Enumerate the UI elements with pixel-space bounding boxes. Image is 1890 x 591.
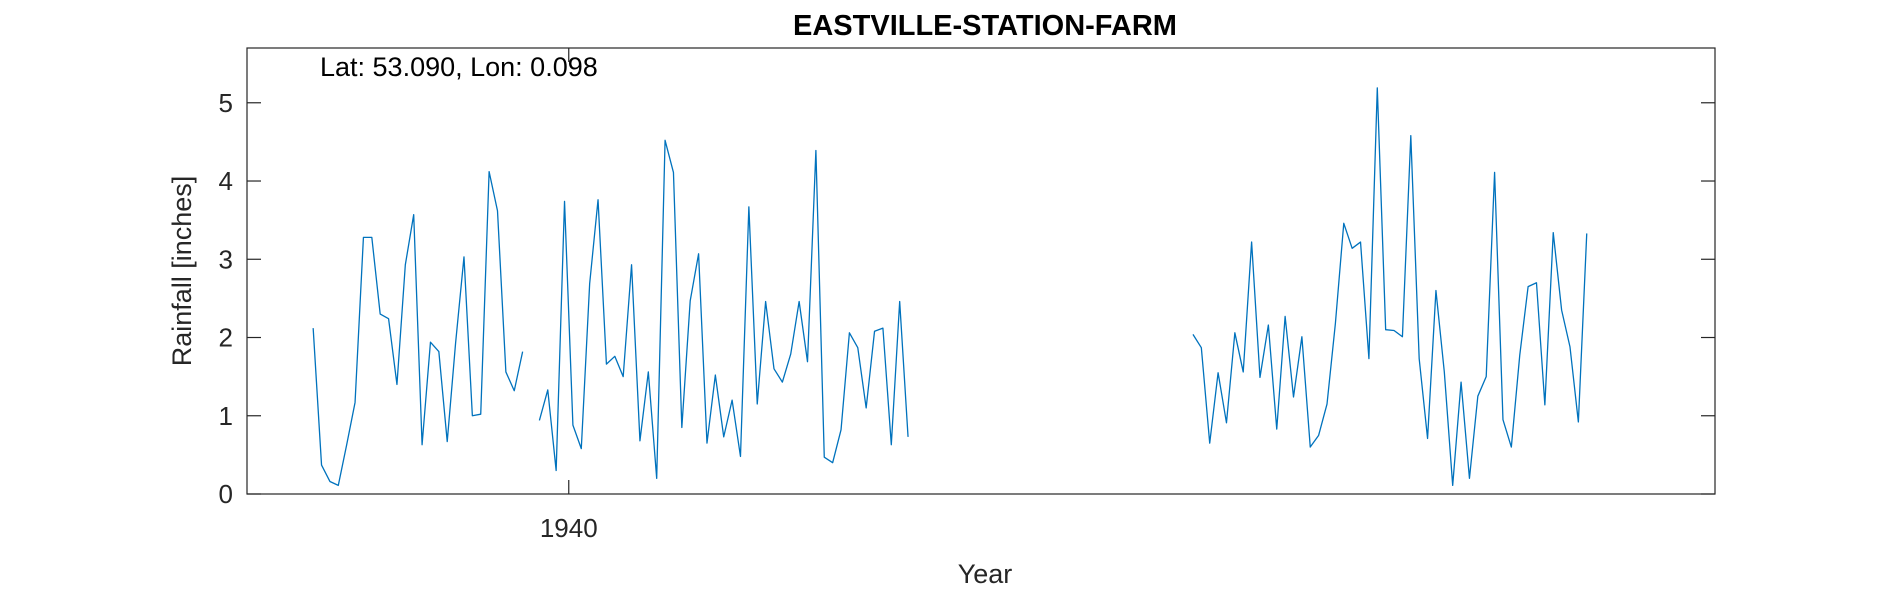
y-tick-label: 4 <box>219 166 233 196</box>
axis-ticks: 0 1 2 3 4 5 1940 <box>219 48 1715 543</box>
chart-title: EASTVILLE-STATION-FARM <box>793 10 1177 42</box>
station-coordinates: Lat: 53.090, Lon: 0.098 <box>320 52 598 82</box>
y-tick-label: 1 <box>219 401 233 431</box>
y-axis-label: Rainfall [inches] <box>167 176 197 367</box>
y-tick-label: 0 <box>219 479 233 509</box>
y-tick-label: 2 <box>219 323 233 353</box>
y-tick-label: 3 <box>219 244 233 274</box>
series-line-segment <box>312 170 524 487</box>
series-line-segment <box>538 139 909 480</box>
x-tick-label: 1940 <box>540 513 598 543</box>
series-line-segment <box>1192 87 1588 487</box>
x-axis-label: Year <box>958 559 1013 589</box>
axes-box <box>246 47 1716 495</box>
rainfall-series <box>312 87 1588 487</box>
y-tick-label: 5 <box>219 88 233 118</box>
plot-axes <box>246 47 1716 495</box>
